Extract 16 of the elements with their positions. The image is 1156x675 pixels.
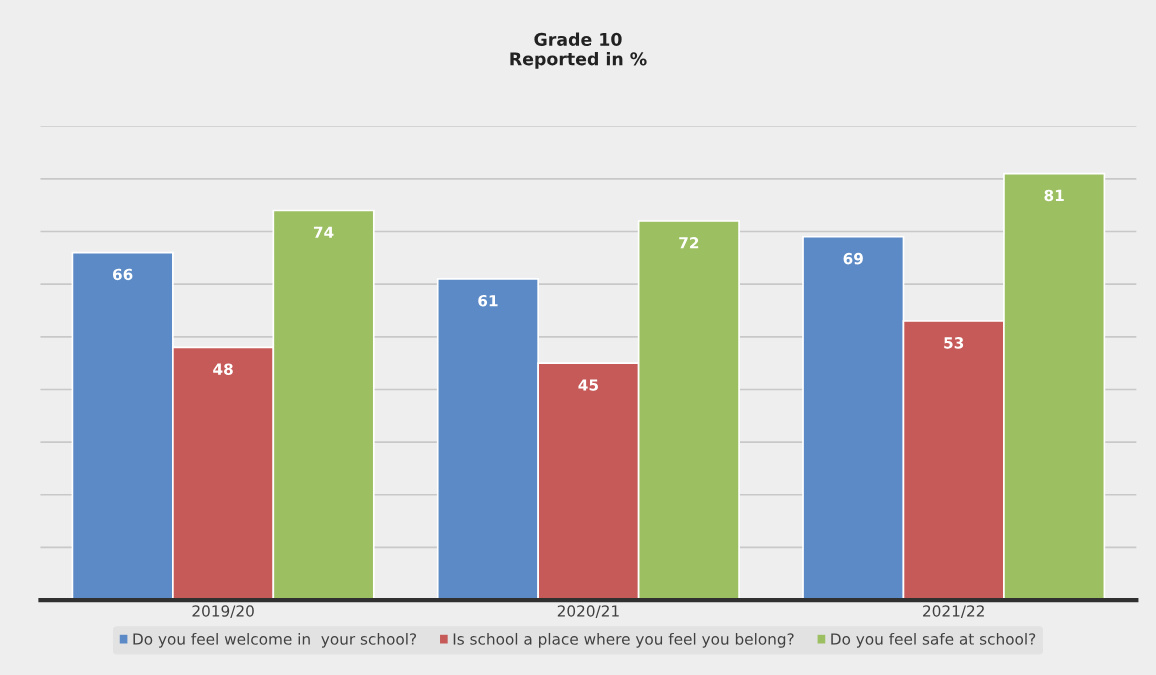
x-tick-label: 2019/20 [192, 605, 254, 618]
chart-title: Grade 10 Reported in % [510, 32, 647, 69]
legend-label: Do you feel welcome in your school? [133, 632, 417, 648]
data-label: 66 [112, 268, 133, 281]
legend-label: Do you feel safe at school? [831, 632, 1036, 648]
data-label: 81 [1044, 189, 1064, 202]
data-label: 74 [313, 226, 334, 238]
data-label: 48 [213, 363, 233, 375]
x-tick-label: 2021/22 [923, 605, 984, 618]
data-label: 61 [478, 294, 498, 307]
data-label: 69 [843, 252, 863, 265]
data-label: 72 [679, 237, 699, 249]
data-label: 45 [578, 379, 598, 391]
legend-label: Is school a place where you feel you belong? [453, 632, 794, 648]
data-label: 53 [944, 337, 964, 349]
x-tick-label: 2020/21 [557, 605, 619, 618]
